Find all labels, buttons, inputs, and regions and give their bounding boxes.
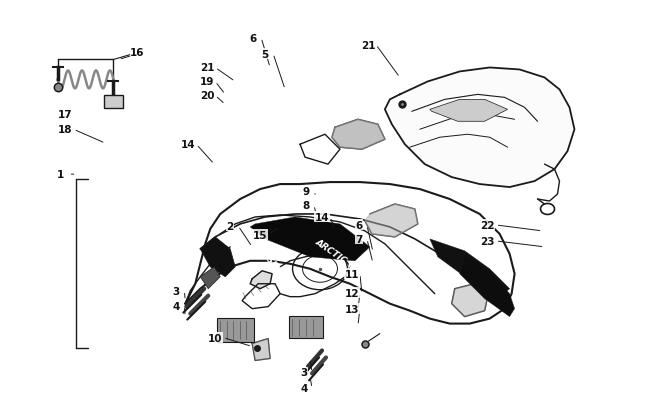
Text: 1: 1 bbox=[57, 170, 64, 180]
Text: 17: 17 bbox=[58, 110, 73, 120]
Polygon shape bbox=[200, 267, 220, 289]
Text: 13: 13 bbox=[344, 304, 359, 314]
Text: 3: 3 bbox=[173, 286, 180, 296]
Text: CROSSFIRE: CROSSFIRE bbox=[250, 238, 287, 281]
Polygon shape bbox=[250, 217, 370, 261]
Polygon shape bbox=[385, 68, 575, 188]
Text: 8: 8 bbox=[302, 200, 309, 211]
Polygon shape bbox=[430, 239, 510, 297]
Text: 6: 6 bbox=[250, 34, 257, 43]
Polygon shape bbox=[252, 339, 270, 360]
Text: 3: 3 bbox=[300, 367, 307, 377]
Text: 19: 19 bbox=[200, 77, 214, 87]
Text: 22: 22 bbox=[480, 220, 495, 230]
Text: 23: 23 bbox=[480, 236, 495, 246]
FancyBboxPatch shape bbox=[104, 96, 123, 109]
Polygon shape bbox=[365, 205, 418, 237]
FancyBboxPatch shape bbox=[289, 316, 323, 338]
Text: 21: 21 bbox=[200, 63, 214, 73]
Text: 12: 12 bbox=[344, 288, 359, 298]
Polygon shape bbox=[332, 120, 385, 150]
Text: 18: 18 bbox=[58, 125, 73, 135]
Text: 20: 20 bbox=[200, 91, 214, 101]
Polygon shape bbox=[200, 237, 235, 277]
Text: ARCTIC CAT: ARCTIC CAT bbox=[313, 237, 367, 277]
Polygon shape bbox=[250, 271, 272, 289]
Text: 14: 14 bbox=[181, 140, 196, 150]
Text: 6: 6 bbox=[356, 220, 363, 230]
Text: 9: 9 bbox=[302, 187, 309, 196]
Text: 14: 14 bbox=[315, 213, 330, 222]
Text: 10: 10 bbox=[208, 333, 222, 343]
Text: 4: 4 bbox=[173, 301, 180, 311]
Text: 2: 2 bbox=[227, 222, 234, 231]
Text: 11: 11 bbox=[344, 269, 359, 279]
FancyBboxPatch shape bbox=[217, 318, 254, 342]
Polygon shape bbox=[460, 254, 515, 317]
Polygon shape bbox=[430, 100, 508, 122]
Text: 7: 7 bbox=[356, 234, 363, 244]
Text: 16: 16 bbox=[130, 47, 145, 58]
Polygon shape bbox=[452, 284, 488, 317]
Text: 4: 4 bbox=[300, 384, 307, 393]
Text: 21: 21 bbox=[361, 40, 375, 50]
Text: 15: 15 bbox=[253, 230, 267, 240]
Text: 5: 5 bbox=[261, 49, 268, 60]
